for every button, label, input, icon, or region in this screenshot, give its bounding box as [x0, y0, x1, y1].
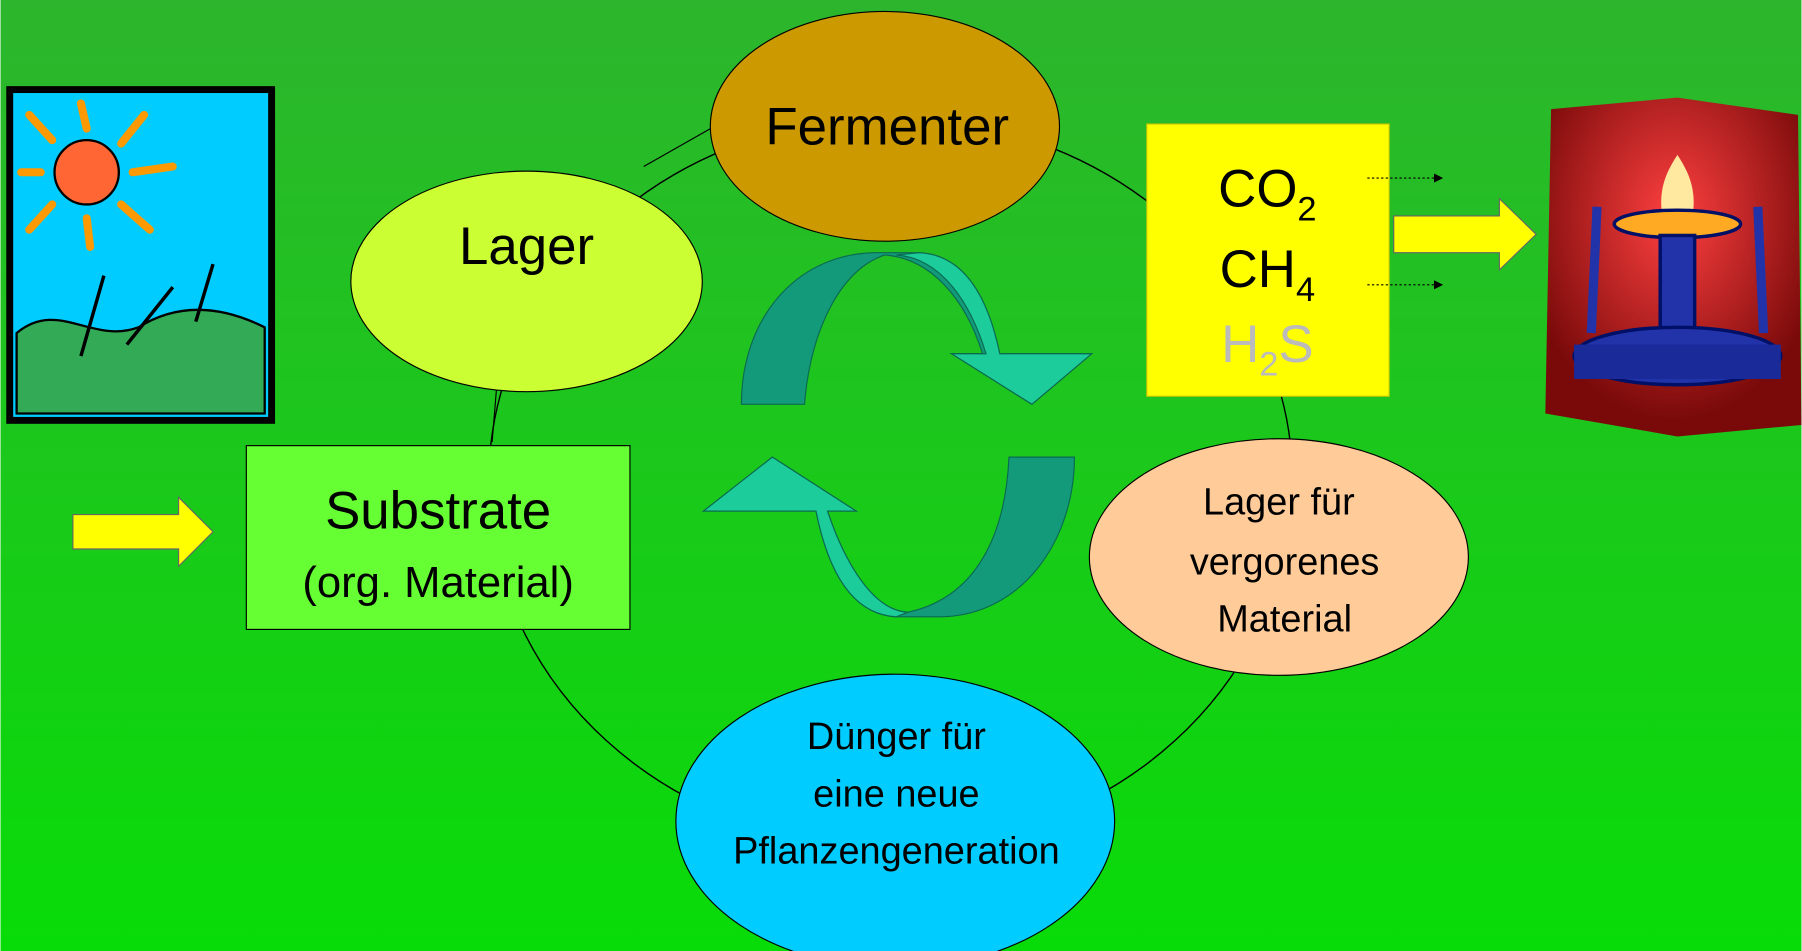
node-label: Substrate	[325, 481, 551, 540]
sun-picture	[10, 90, 272, 421]
node-label: vergorenes	[1190, 541, 1380, 583]
node-label: Fermenter	[765, 98, 1009, 157]
lager-node	[351, 171, 702, 392]
node-label: (org. Material)	[302, 558, 574, 607]
node-label: eine neue	[813, 773, 979, 815]
node-label: Pflanzengeneration	[733, 831, 1060, 873]
diagram: Fermenter Lager Substrate (org. Material…	[0, 0, 1802, 951]
node-label: Lager für	[1203, 482, 1355, 524]
node-label: Lager	[459, 217, 594, 276]
burner-picture	[1545, 98, 1801, 437]
page: Fermenter Lager Substrate (org. Material…	[0, 0, 1802, 951]
node-label: Dünger für	[807, 716, 986, 758]
node-label: Material	[1217, 599, 1352, 641]
